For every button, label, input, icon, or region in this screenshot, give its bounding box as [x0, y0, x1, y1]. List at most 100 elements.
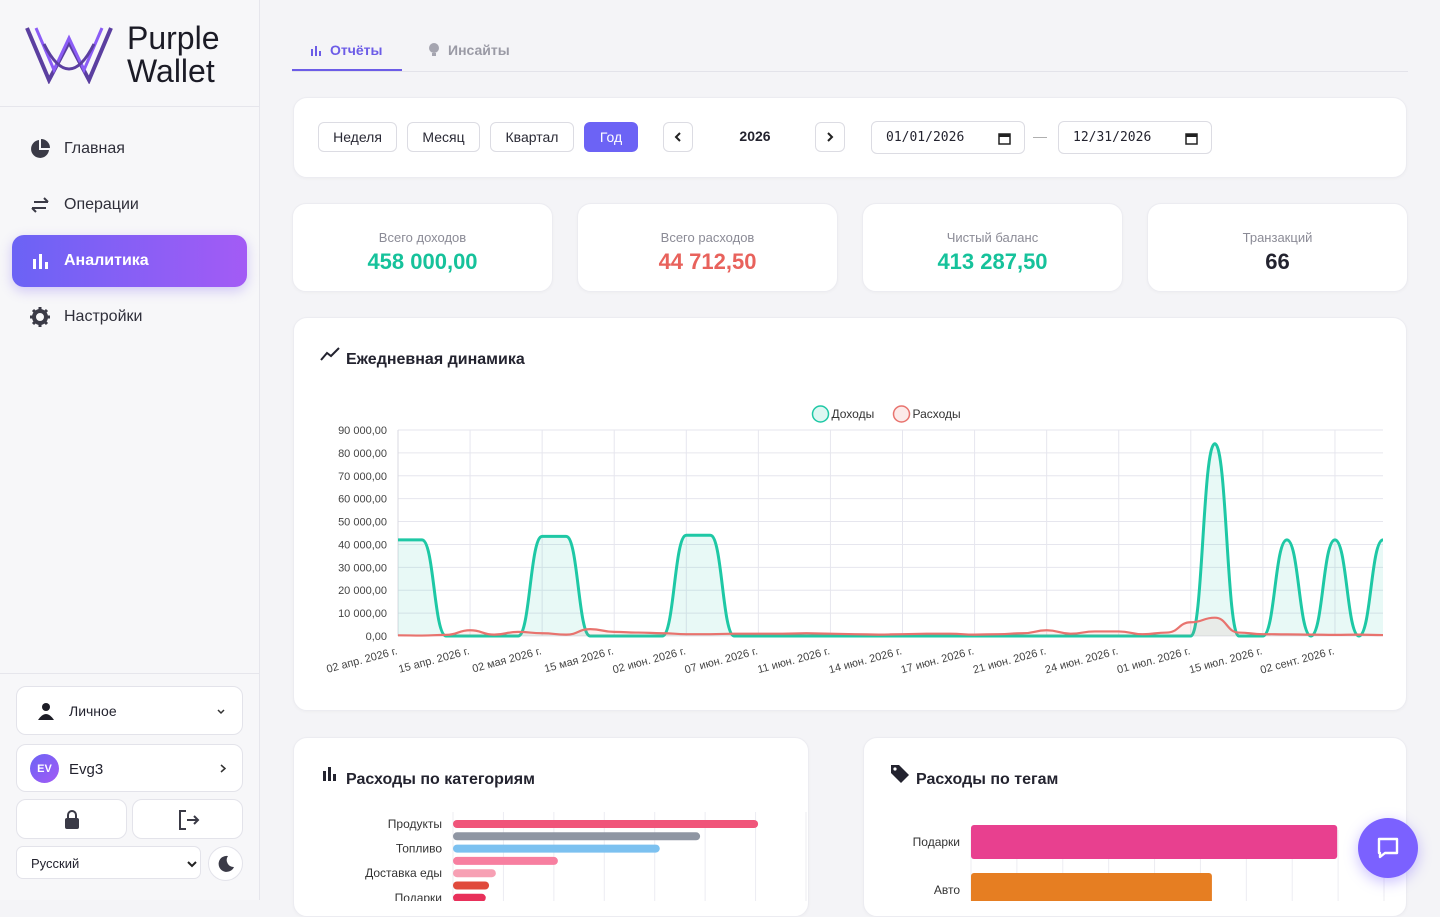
- nav-label: Операции: [64, 196, 139, 213]
- x-tick-label: 07 июн. 2026 г.: [683, 645, 759, 676]
- stat-value: 413 287,50: [937, 249, 1048, 274]
- language-select[interactable]: Русский: [16, 846, 201, 879]
- y-tick-label: Подарки: [913, 835, 960, 849]
- tab-underline: [292, 69, 402, 71]
- date-value: 12/31/2026: [1073, 130, 1152, 145]
- tab[interactable]: Отчёты: [310, 42, 382, 58]
- theme-toggle[interactable]: [208, 846, 243, 881]
- profile-label: Личное: [69, 703, 117, 719]
- bar: [453, 869, 496, 878]
- y-tick-label: Подарки: [395, 891, 442, 901]
- logo-text: Purple: [127, 20, 220, 56]
- nav-label: Настройки: [64, 308, 143, 325]
- daily-card: Ежедневная динамика 0,00 10 000,00 20 000,…: [293, 317, 1407, 711]
- y-tick-label: 40 000,00: [338, 539, 387, 551]
- bar: [453, 820, 759, 828]
- x-tick-label: 15 июл. 2026 г.: [1188, 645, 1264, 676]
- date-input[interactable]: 12/31/2026: [1058, 121, 1212, 154]
- legend-label: Расходы: [913, 407, 961, 421]
- divider: [0, 106, 260, 107]
- stat-label: Транзакций: [1242, 230, 1313, 245]
- stat-label: Всего расходов: [660, 230, 755, 245]
- x-tick-label: 15 мая 2026 г.: [543, 645, 615, 675]
- stat-label: Всего доходов: [378, 230, 467, 245]
- date-separator: —: [1033, 128, 1047, 144]
- section-title: Ежедневная динамика: [346, 351, 525, 368]
- logout-button[interactable]: [132, 799, 243, 839]
- chat-button[interactable]: [1358, 818, 1418, 878]
- stat-card: Всего расходов 44 712,50: [577, 203, 838, 292]
- series-area: [398, 443, 1383, 636]
- prev-button[interactable]: [663, 122, 693, 152]
- category-card: Расходы по категориям Продукты Топливо Дос…: [293, 737, 809, 917]
- profile-select[interactable]: Личное: [16, 686, 243, 735]
- period-button[interactable]: Год: [584, 122, 638, 152]
- y-tick-label: 80 000,00: [338, 448, 387, 460]
- stat-card: Транзакций 66: [1147, 203, 1408, 292]
- y-tick-label: 50 000,00: [338, 517, 387, 529]
- x-tick-label: 02 сент. 2026 г.: [1259, 645, 1336, 676]
- line-chart: 0,00 10 000,00 20 000,00 30 000,00 40 000,00…: [325, 405, 1384, 677]
- y-tick-label: Авто: [934, 883, 960, 897]
- tab-divider: [292, 71, 1408, 72]
- tab-label: Отчёты: [330, 42, 383, 58]
- y-tick-label: Доставка еды: [365, 866, 442, 880]
- date-value: 01/01/2026: [886, 130, 965, 145]
- series-area: [398, 617, 1383, 636]
- bar: [971, 873, 1212, 901]
- period-button[interactable]: Месяц: [407, 122, 480, 152]
- legend-swatch: [811, 405, 830, 423]
- stat-value: 458 000,00: [367, 249, 478, 274]
- y-tick-label: Продукты: [388, 817, 442, 831]
- x-tick-label: 11 июн. 2026 г.: [756, 645, 831, 676]
- legend-label: Доходы: [832, 407, 875, 421]
- sidebar: Purple Wallet Главная Операции Аналитика…: [0, 0, 260, 900]
- nav-item[interactable]: Главная: [12, 123, 247, 175]
- stat-label: Чистый баланс: [946, 230, 1039, 245]
- bar-chart: Подарки Авто: [913, 825, 1385, 901]
- logo-icon: [25, 27, 113, 84]
- tab[interactable]: Инсайты: [428, 42, 510, 58]
- x-tick-label: 15 апр. 2026 г.: [397, 645, 470, 675]
- y-tick-label: 70 000,00: [338, 471, 387, 483]
- legend-swatch: [892, 405, 911, 423]
- stat-card: Чистый баланс 413 287,50: [862, 203, 1123, 292]
- avatar: EV: [30, 754, 59, 783]
- date-input[interactable]: 01/01/2026: [871, 121, 1025, 154]
- y-tick-label: 90 000,00: [338, 425, 387, 437]
- user-card[interactable]: EV Evg3: [16, 744, 243, 792]
- section-title: Расходы по категориям: [346, 771, 535, 788]
- nav-item[interactable]: Операции: [12, 179, 247, 231]
- user-name: Evg3: [69, 761, 104, 778]
- nav-item[interactable]: Аналитика: [12, 235, 247, 287]
- lock-button[interactable]: [16, 799, 127, 839]
- bar: [453, 844, 660, 853]
- stat-card: Всего доходов 458 000,00: [292, 203, 553, 292]
- nav-label: Главная: [64, 140, 125, 157]
- bar: [453, 856, 558, 865]
- series-line: [397, 616, 1384, 637]
- y-tick-label: 0,00: [366, 631, 387, 643]
- section-title: Расходы по тегам: [916, 771, 1059, 788]
- x-tick-label: 02 июн. 2026 г.: [611, 645, 687, 676]
- x-tick-label: 02 апр. 2026 г.: [325, 645, 398, 675]
- stat-value: 44 712,50: [658, 249, 757, 274]
- series-line: [398, 442, 1384, 638]
- bar: [971, 825, 1338, 859]
- tab-label: Инсайты: [448, 42, 510, 58]
- period-button[interactable]: Квартал: [490, 122, 574, 152]
- next-button[interactable]: [815, 122, 845, 152]
- tag-card: Расходы по тегам Подарки Авто: [863, 737, 1407, 917]
- y-tick-label: Топливо: [396, 842, 443, 856]
- y-tick-label: 10 000,00: [338, 608, 387, 620]
- period-button[interactable]: Неделя: [318, 122, 397, 152]
- stat-value: 66: [1265, 249, 1290, 274]
- nav-label: Аналитика: [64, 252, 149, 269]
- y-tick-label: 30 000,00: [338, 562, 387, 574]
- x-tick-label: 21 июн. 2026 г.: [972, 645, 1048, 676]
- nav-item[interactable]: Настройки: [12, 291, 247, 343]
- bar-chart: Продукты Топливо Доставка еды Подарки: [365, 812, 807, 901]
- x-tick-label: 24 июн. 2026 г.: [1044, 645, 1120, 676]
- year-label: 2026: [739, 128, 771, 144]
